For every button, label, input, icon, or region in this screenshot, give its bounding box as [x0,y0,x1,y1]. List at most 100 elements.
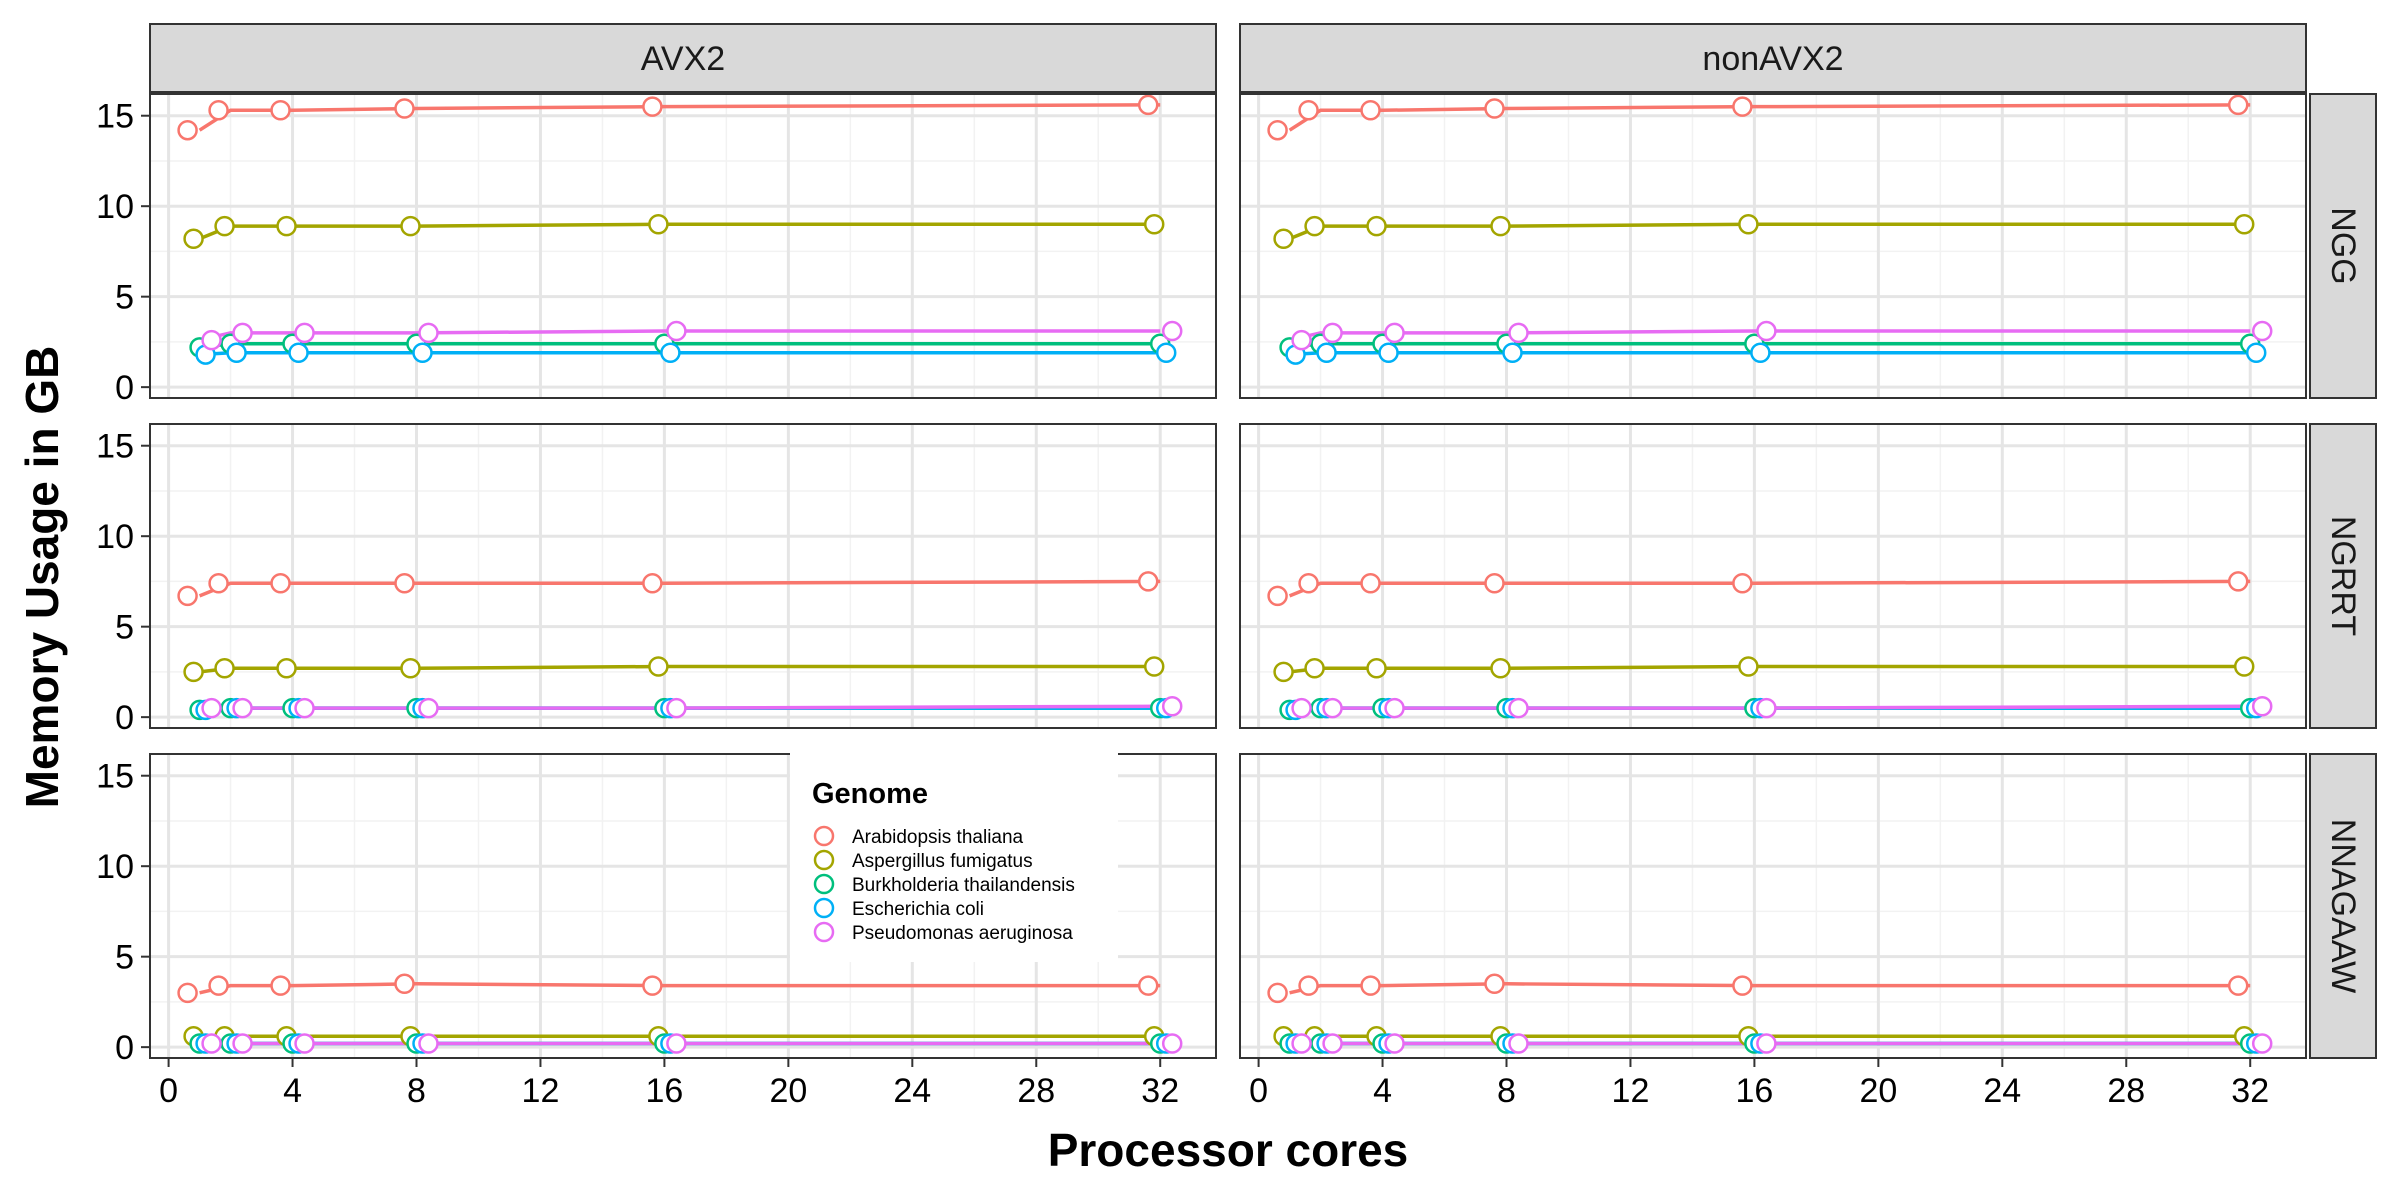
data-point-arabidopsis-thaliana [2227,975,2249,996]
data-point-escherichia-coli [1316,342,1337,364]
data-point-arabidopsis-thaliana [1298,975,1319,996]
data-point-escherichia-coli [1378,342,1399,364]
y-tick-label: 10 [96,518,134,556]
x-tick-label: 28 [1017,1072,1055,1110]
data-point-aspergillus-fumigatus [1273,661,1294,683]
x-tick-label: 24 [893,1072,931,1110]
y-tick-label: 15 [96,758,134,796]
facet-strip-bg [149,23,1217,93]
y-tick-label: 15 [96,98,134,136]
x-tick-label: 28 [2107,1072,2145,1110]
x-tick-label: 12 [1612,1072,1650,1110]
panel-background [1240,94,2306,398]
data-point-pseudomonas-aeruginosa [294,322,315,344]
data-point-escherichia-coli [2245,342,2267,364]
x-tick-label: 0 [159,1072,178,1110]
panel-border [149,93,1217,399]
facet-strip-avx2: AVX2 [149,23,1217,93]
panel-border [149,423,1217,729]
series-line-escherichia-coli [199,351,1161,357]
data-point-pseudomonas-aeruginosa [666,320,687,342]
data-point-pseudomonas-aeruginosa [1384,322,1405,344]
data-point-pseudomonas-aeruginosa [1756,697,1777,719]
panel-background [150,94,1216,398]
data-point-arabidopsis-thaliana [177,585,198,607]
data-point-escherichia-coli [660,342,681,364]
legend-title: Genome [812,778,928,810]
legend-background [790,752,1118,962]
legend-key-aspergillus-fumigatus [813,849,835,871]
data-point-arabidopsis-thaliana [1298,572,1319,594]
x-tick-label: 16 [645,1072,683,1110]
series-line-pseudomonas-aeruginosa [199,329,1161,342]
y-tick-label: 10 [96,188,134,226]
data-point-escherichia-coli [226,342,247,364]
data-point-arabidopsis-thaliana [1484,572,1505,594]
y-tick-label: 0 [115,1029,134,1067]
facet-strip-label: nonAVX2 [1702,40,1843,78]
data-point-escherichia-coli [412,342,433,364]
panel-avx2-ngg [149,93,1217,399]
panel-border [1239,423,2307,729]
facet-strip-bg [2309,753,2377,1059]
data-point-arabidopsis-thaliana [1298,100,1319,121]
data-point-arabidopsis-thaliana [642,96,663,117]
data-point-aspergillus-fumigatus [648,656,669,677]
facet-strip-bg [1239,23,2307,93]
data-point-pseudomonas-aeruginosa [1384,697,1405,719]
data-point-pseudomonas-aeruginosa [2251,696,2273,717]
panel-background [1240,424,2306,728]
legend-label-escherichia-coli: Escherichia coli [852,899,984,920]
data-point-arabidopsis-thaliana [1267,585,1288,607]
y-tick-label: 10 [96,848,134,886]
x-tick-label: 20 [1859,1072,1897,1110]
data-point-pseudomonas-aeruginosa [1322,697,1343,719]
data-point-escherichia-coli [1155,342,1177,364]
data-point-pseudomonas-aeruginosa [2251,320,2273,342]
data-point-pseudomonas-aeruginosa [1756,1033,1777,1054]
y-tick-label: 5 [115,279,134,317]
facet-strip-bg [2309,423,2377,729]
data-point-pseudomonas-aeruginosa [418,1033,439,1054]
legend-key-pseudomonas-aeruginosa [813,921,835,943]
data-point-pseudomonas-aeruginosa [666,697,687,719]
x-tick-label: 8 [1497,1072,1516,1110]
panel-nonavx2-ngg [1239,93,2307,399]
data-point-pseudomonas-aeruginosa [1291,697,1312,719]
data-point-aspergillus-fumigatus [183,228,204,250]
legend-key-burkholderia-thailandensis [813,873,835,895]
data-point-aspergillus-fumigatus [1738,214,1759,235]
data-point-aspergillus-fumigatus [648,214,669,235]
data-point-aspergillus-fumigatus [1490,658,1511,679]
data-point-pseudomonas-aeruginosa [232,322,253,344]
legend-key-escherichia-coli [813,897,835,919]
data-point-arabidopsis-thaliana [177,119,198,141]
facet-strip-ngg: NGG [2309,93,2377,399]
x-tick-label: 4 [283,1072,302,1110]
data-point-arabidopsis-thaliana [642,572,663,594]
legend-label-burkholderia-thailandensis: Burkholderia thailandensis [852,875,1075,896]
data-point-arabidopsis-thaliana [1360,100,1381,121]
data-point-arabidopsis-thaliana [1484,973,1505,995]
panel-background [150,424,1216,728]
data-point-pseudomonas-aeruginosa [1161,320,1183,342]
panel-avx2-ngrrt [149,423,1217,729]
data-point-pseudomonas-aeruginosa [418,697,439,719]
x-tick-label: 32 [1141,1072,1179,1110]
data-point-pseudomonas-aeruginosa [1322,322,1343,344]
data-point-aspergillus-fumigatus [214,658,235,679]
x-axis-title: Processor cores [1048,1124,1409,1176]
legend-key-arabidopsis-thaliana [813,825,835,847]
panel-nonavx2-ngrrt [1239,423,2307,729]
facet-strip-label: NNAGAAW [2324,819,2362,993]
data-point-aspergillus-fumigatus [183,661,204,683]
data-point-pseudomonas-aeruginosa [232,697,253,719]
facet-strip-ngrrt: NGRRT [2309,423,2377,729]
data-point-arabidopsis-thaliana [1137,94,1159,116]
data-point-arabidopsis-thaliana [2227,571,2249,592]
x-tick-label: 24 [1983,1072,2021,1110]
data-point-aspergillus-fumigatus [1143,214,1165,235]
x-tick-label: 4 [1373,1072,1392,1110]
y-tick-label: 0 [115,369,134,407]
